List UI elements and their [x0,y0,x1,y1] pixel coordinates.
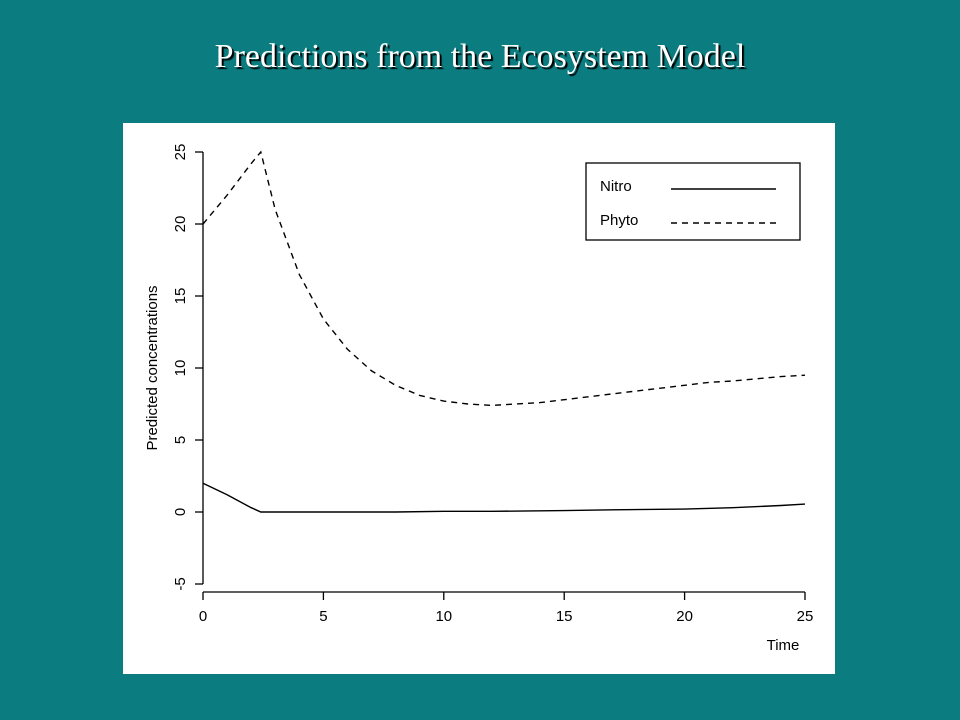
y-tick-label: 10 [172,360,189,377]
x-tick-label: 15 [556,608,573,625]
y-tick-label: 5 [172,436,189,444]
y-tick-label: 15 [172,288,189,305]
legend-box [585,162,801,241]
line-chart: 0 5 10 15 20 25 Time -5 0 5 10 15 20 25 Predicted conc… [144,144,814,654]
legend-label-nitro: Nitro [600,178,632,195]
y-tick-label: -5 [172,577,189,590]
y-tick-label: 0 [172,508,189,516]
y-tick-label: 25 [172,144,189,161]
x-tick-label: 5 [319,608,327,625]
chart-panel: 0 5 10 15 20 25 Time -5 0 5 10 15 20 25 Predicted conc… [123,123,835,674]
x-axis-label: Time [767,637,800,654]
slide-title: Predictions from the Ecosystem Model [214,38,746,75]
y-axis-label: Predicted concentrations [144,285,161,450]
x-tick-label: 20 [676,608,693,625]
x-tick-label: 0 [199,608,207,625]
y-tick-label: 20 [172,216,189,233]
series-line-nitro [202,482,806,513]
x-tick-label: 25 [797,608,814,625]
x-tick-label: 10 [435,608,452,625]
legend-label-phyto: Phyto [600,212,638,229]
